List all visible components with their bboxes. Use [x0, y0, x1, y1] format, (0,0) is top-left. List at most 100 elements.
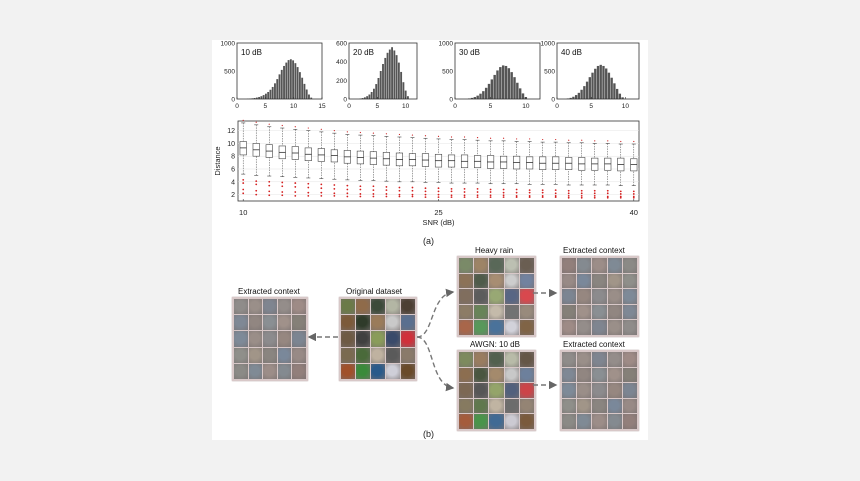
original-dataset-image — [339, 297, 417, 381]
outlier-point — [476, 137, 479, 139]
histogram-frame — [348, 42, 418, 100]
x-tick-label: 5 — [264, 103, 268, 110]
histogram-bar — [262, 95, 265, 99]
outlier-point — [385, 189, 388, 192]
image-tile — [371, 331, 385, 347]
outlier-point — [268, 184, 271, 187]
y-tick-label: 600 — [336, 41, 347, 48]
histogram-bar — [303, 83, 306, 99]
histogram-bar — [490, 79, 494, 99]
image-tile — [248, 299, 263, 315]
histogram-bar — [253, 97, 256, 99]
outlier-point — [294, 182, 297, 184]
histogram-bar — [395, 55, 398, 99]
outlier-point — [450, 187, 453, 190]
image-tile — [459, 398, 474, 414]
outlier-point — [242, 192, 245, 195]
histogram-bar — [373, 88, 375, 99]
image-tile — [489, 414, 504, 429]
image-tile — [234, 299, 248, 315]
y-tick-label: 400 — [336, 59, 347, 66]
x-tick-label: 5 — [376, 103, 380, 110]
histogram-bar — [574, 95, 578, 99]
image-tile — [234, 315, 248, 331]
outlier-point — [333, 194, 336, 197]
outlier-point — [476, 191, 479, 193]
image-tile — [577, 414, 592, 429]
image-tile — [519, 352, 534, 367]
histogram-bar — [591, 72, 594, 99]
outlier-point — [281, 124, 283, 127]
histogram-bar — [580, 89, 583, 99]
outlier-point — [437, 196, 440, 199]
outlier-point — [411, 134, 414, 136]
image-tile — [292, 347, 306, 363]
image-tile — [622, 304, 637, 320]
image-tile — [592, 289, 607, 304]
image-tile — [474, 414, 489, 429]
image-tile — [622, 273, 637, 289]
histogram-bar — [407, 96, 409, 99]
image-tile — [592, 304, 607, 320]
histogram-bar — [287, 60, 290, 99]
histogram-bar — [274, 83, 276, 99]
image-tile — [292, 331, 306, 347]
image-tile — [592, 320, 607, 335]
histogram-bar — [496, 70, 499, 99]
histogram-bar — [504, 65, 508, 99]
histogram-bar — [283, 65, 285, 99]
outlier-point — [581, 139, 583, 141]
image-tile — [622, 398, 637, 414]
outlier-point — [294, 126, 296, 128]
histogram-title: 10 dB — [241, 48, 262, 57]
histogram-bar — [569, 97, 572, 99]
outlier-point — [437, 190, 440, 193]
outlier-point — [593, 192, 596, 195]
image-tile — [592, 398, 607, 414]
image-tile — [519, 383, 534, 398]
outlier-point — [529, 138, 531, 140]
image-tile — [592, 414, 607, 429]
outlier-point — [437, 193, 440, 196]
image-tile — [248, 363, 263, 379]
histogram-bar — [276, 79, 279, 99]
outlier-point — [515, 196, 518, 199]
image-tile — [622, 367, 637, 383]
outlier-point — [567, 194, 570, 197]
outlier-point — [606, 189, 609, 192]
histogram-bar — [607, 72, 611, 99]
image-tile — [386, 363, 400, 379]
outlier-point — [346, 195, 349, 198]
outlier-point — [359, 195, 362, 198]
histogram-bar — [384, 57, 387, 99]
outlier-point — [307, 194, 310, 197]
outlier-point — [333, 184, 336, 186]
image-tile — [577, 352, 592, 367]
image-tile — [504, 273, 519, 289]
histogram-bar — [470, 97, 474, 99]
image-tile — [401, 299, 415, 315]
y-tick-label: 1000 — [541, 41, 556, 48]
image-tile — [562, 414, 577, 429]
outlier-point — [528, 196, 531, 199]
image-tile — [277, 363, 292, 379]
x-tick-label: 5 — [489, 103, 493, 110]
image-tile — [341, 363, 355, 379]
image-tile — [562, 383, 577, 398]
x-tick-label: 0 — [347, 103, 351, 110]
image-tile — [592, 367, 607, 383]
histogram-bar — [269, 89, 272, 99]
outlier-point — [268, 190, 271, 193]
outlier-point — [411, 189, 414, 192]
y-tick-label: 0 — [449, 97, 453, 104]
outlier-point — [502, 191, 505, 194]
histogram-bar — [377, 78, 380, 99]
image-tile — [489, 383, 504, 398]
outlier-point — [632, 196, 635, 199]
histogram-title: 40 dB — [561, 48, 582, 57]
outlier-point — [528, 191, 531, 194]
histogram-bar — [298, 72, 301, 99]
image-tile — [607, 414, 622, 429]
outlier-point — [606, 192, 609, 195]
